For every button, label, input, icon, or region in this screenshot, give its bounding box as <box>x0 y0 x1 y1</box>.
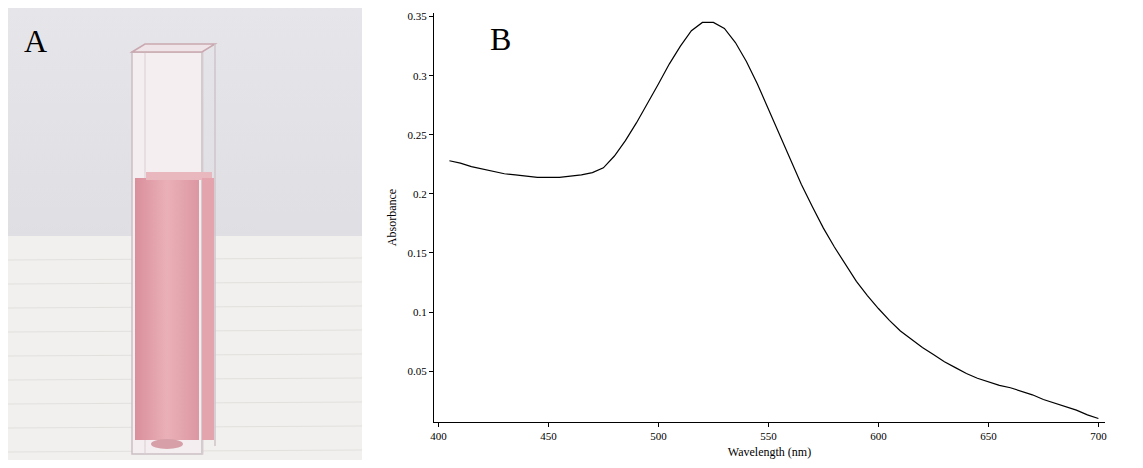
svg-text:0.35: 0.35 <box>408 10 428 22</box>
svg-text:A: A <box>24 23 47 59</box>
svg-text:700: 700 <box>1090 430 1107 442</box>
svg-text:0.1: 0.1 <box>413 306 427 318</box>
svg-text:400: 400 <box>430 430 447 442</box>
svg-text:600: 600 <box>870 430 887 442</box>
svg-text:650: 650 <box>980 430 997 442</box>
svg-text:0.2: 0.2 <box>413 188 427 200</box>
svg-text:0.3: 0.3 <box>413 70 427 82</box>
svg-text:0.05: 0.05 <box>408 365 428 377</box>
svg-text:0.25: 0.25 <box>408 129 428 141</box>
svg-text:B: B <box>490 21 511 57</box>
svg-text:0.15: 0.15 <box>408 247 428 259</box>
svg-text:Wavelength (nm): Wavelength (nm) <box>728 445 811 459</box>
svg-text:Absorbance: Absorbance <box>385 189 399 246</box>
svg-text:500: 500 <box>650 430 667 442</box>
svg-text:550: 550 <box>760 430 777 442</box>
svg-text:450: 450 <box>540 430 557 442</box>
